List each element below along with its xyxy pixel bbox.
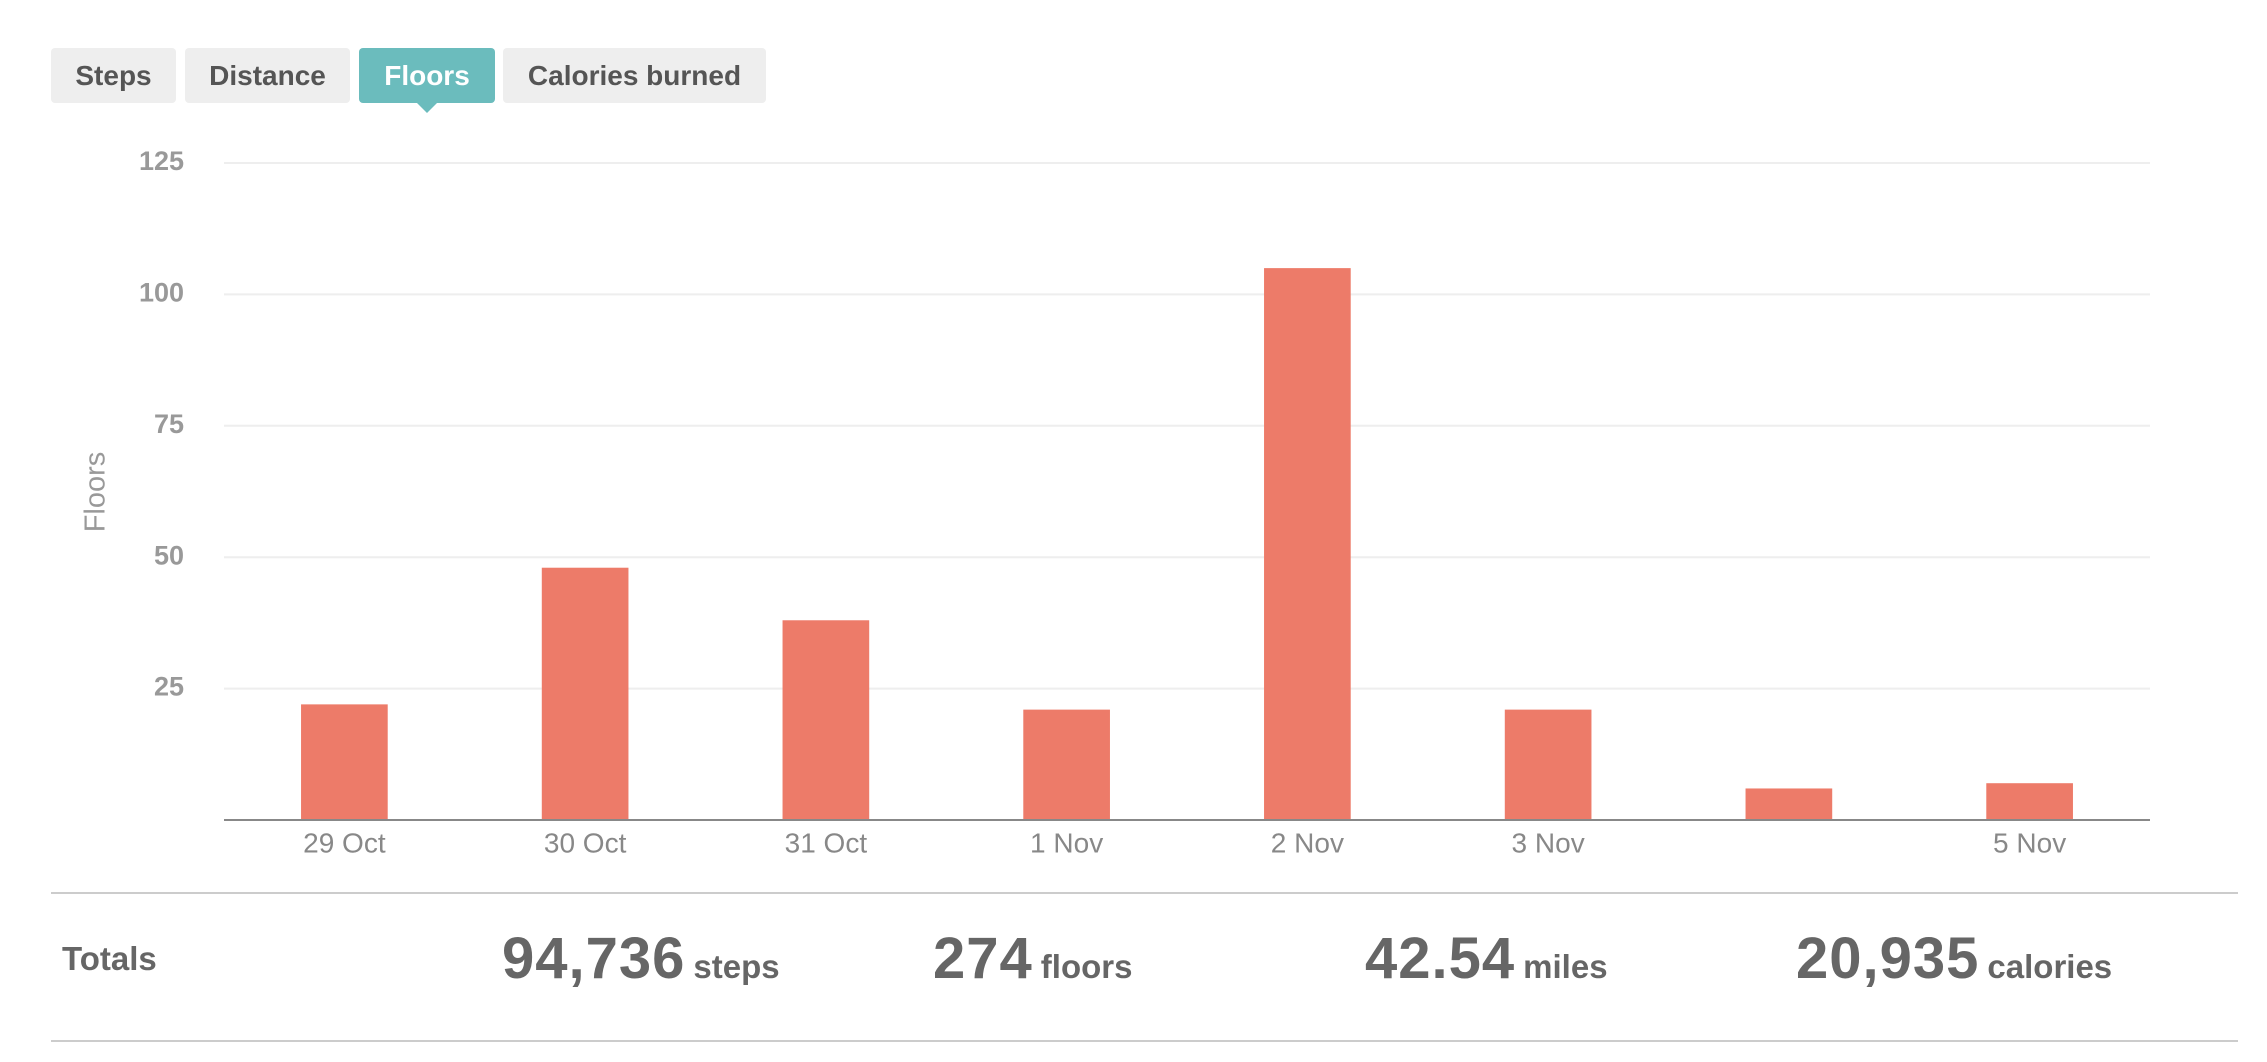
tab[interactable]: Steps — [51, 48, 176, 103]
y-axis-label: Floors — [80, 452, 112, 533]
x-tick-label: 5 Nov — [1993, 827, 2066, 858]
bar — [782, 620, 870, 820]
total-unit: steps — [693, 948, 780, 985]
x-tick-label: 1 Nov — [1030, 827, 1103, 858]
chart: Floors 25 50 75 100 125 29 Oct 30 Oct 31 Oct 1 N… — [80, 146, 2150, 858]
bar — [301, 704, 388, 820]
bar — [1504, 709, 1592, 820]
separator — [51, 892, 2238, 894]
bar — [1264, 268, 1351, 820]
total-value: 94,736 — [502, 926, 686, 991]
y-tick-label: 75 — [154, 409, 184, 439]
total: 20,935 calories — [1796, 925, 2112, 992]
x-tick-label: 31 Oct — [785, 827, 868, 858]
separator — [51, 1040, 2238, 1042]
y-tick-label: 100 — [139, 278, 184, 308]
bar — [1023, 709, 1110, 820]
total: 94,736 steps — [502, 925, 780, 992]
total-unit: floors — [1040, 948, 1133, 985]
x-tick-label: 3 Nov — [1512, 827, 1585, 858]
bar — [541, 567, 629, 820]
tab-active[interactable]: Floors — [359, 48, 495, 113]
totals-label: Totals — [62, 940, 157, 977]
x-tick-label: 2 Nov — [1271, 827, 1344, 858]
total-value: 42.54 — [1365, 926, 1516, 991]
tab[interactable]: Distance — [185, 48, 350, 103]
total-unit: calories — [1987, 948, 2113, 985]
total: 42.54 miles — [1365, 925, 1608, 992]
total-value: 20,935 — [1796, 926, 1980, 991]
bar — [1986, 783, 2073, 820]
y-tick-label: 125 — [139, 146, 184, 176]
bar — [1745, 788, 1833, 820]
x-tick-label: 29 Oct — [303, 827, 386, 858]
total: 274 floors — [933, 925, 1132, 992]
y-tick-label: 25 — [154, 672, 184, 702]
y-tick-label: 50 — [154, 540, 184, 570]
total-value: 274 — [933, 926, 1033, 991]
x-tick-label: 30 Oct — [544, 827, 627, 858]
total-unit: miles — [1523, 948, 1608, 985]
tab[interactable]: Calories burned — [503, 48, 766, 103]
